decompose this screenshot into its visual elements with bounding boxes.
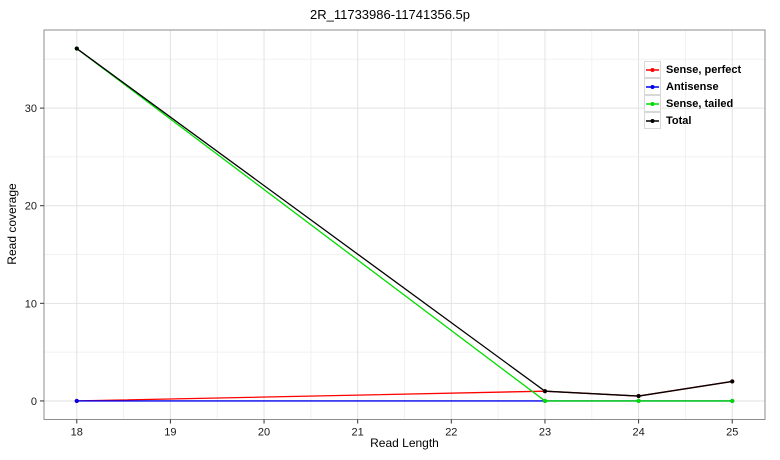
legend-key-icon	[644, 112, 661, 129]
data-point	[730, 398, 735, 404]
y-tick-label: 20	[25, 201, 37, 213]
data-point	[542, 398, 548, 404]
legend-item: Sense, tailed	[644, 95, 741, 112]
legend: Sense, perfect Antisense Sense, tailed Tota…	[644, 61, 741, 129]
legend-item: Sense, perfect	[644, 61, 741, 78]
legend-key-icon	[644, 78, 661, 95]
legend-key-icon	[644, 61, 661, 78]
x-tick-label: 21	[352, 427, 364, 439]
data-point	[636, 393, 641, 399]
data-point	[74, 46, 79, 51]
panel-border	[43, 29, 766, 420]
x-tick-label: 20	[258, 427, 270, 439]
y-tick-label: 30	[25, 103, 37, 115]
legend-item-label: Sense, perfect	[666, 63, 742, 76]
y-tick-label: 10	[25, 298, 37, 310]
data-point	[730, 379, 735, 384]
x-tick-label: 24	[632, 427, 644, 439]
chart-title: 2R_11733986-11741356.5p	[310, 7, 470, 22]
x-tick-label: 22	[445, 427, 457, 439]
legend-item: Antisense	[644, 78, 741, 95]
legend-item: Total	[644, 112, 741, 129]
x-tick-label: 25	[726, 427, 738, 439]
y-axis-label: Read coverage	[5, 183, 19, 265]
x-tick-label: 18	[71, 427, 83, 439]
data-point	[636, 398, 641, 404]
data-point	[74, 398, 79, 404]
x-axis-label: Read Length	[370, 436, 439, 450]
x-tick-label: 23	[539, 427, 551, 439]
legend-item-label: Total	[666, 114, 692, 127]
series-line-total	[76, 48, 733, 397]
legend-item-label: Antisense	[666, 80, 719, 93]
series-line-sense-tailed	[76, 48, 733, 402]
data-point	[542, 389, 548, 394]
legend-key-icon	[644, 95, 661, 112]
y-tick-label: 0	[31, 396, 37, 408]
x-tick-label: 19	[164, 427, 176, 439]
legend-item-label: Sense, tailed	[666, 97, 734, 110]
